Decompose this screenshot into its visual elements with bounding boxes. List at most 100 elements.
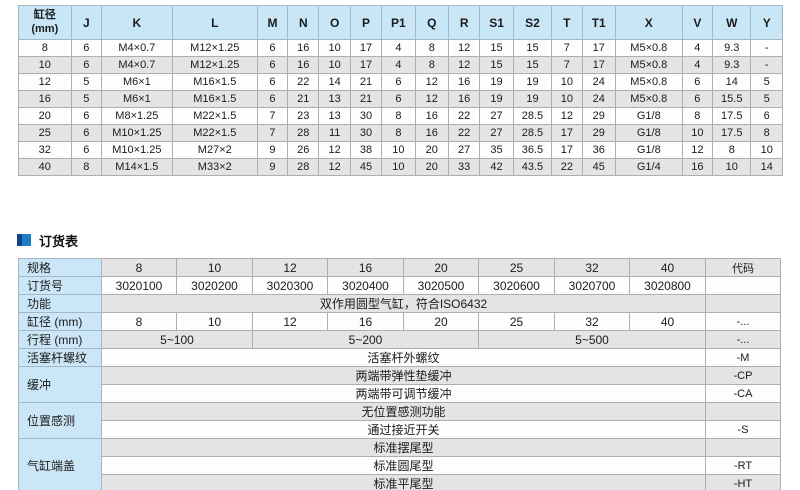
dim-cell: 8	[70, 158, 102, 176]
dim-cell: 19	[512, 90, 553, 108]
dim-cell: 43.5	[512, 158, 553, 176]
dim-cell: 15	[479, 56, 514, 74]
dim-cell: 10	[18, 56, 72, 74]
dim-cell: 16	[447, 73, 481, 91]
dim-cell: 27	[479, 107, 514, 125]
order-code-cell: -...	[705, 330, 781, 349]
dim-cell: 8	[750, 124, 783, 142]
dim-cell: G1/8	[614, 107, 683, 125]
dim-cell: 20	[18, 107, 72, 125]
order-cell: 8	[101, 258, 177, 277]
dim-header-cell: V	[681, 5, 714, 40]
dim-cell: 15	[512, 39, 553, 57]
dim-cell: G1/8	[614, 124, 683, 142]
dim-cell: 10	[750, 141, 783, 159]
dim-data-row: 32 6 M10×1.25 M27×2 9 26 12 38 10 20 27 35 36.5 17 36 G…	[18, 141, 783, 159]
order-cell: 活塞杆外螺纹	[101, 348, 706, 367]
dim-cell: 6	[381, 90, 416, 108]
order-cell: 10	[176, 312, 253, 331]
dim-cell: 33	[447, 158, 481, 176]
order-row-label: 规格	[18, 258, 102, 277]
dim-cell: M4×0.7	[100, 39, 173, 57]
dim-header-cell: T1	[581, 5, 616, 40]
dim-cell: 10	[318, 39, 351, 57]
dim-cell: 36.5	[512, 141, 553, 159]
dim-cell: 12	[681, 141, 714, 159]
order-row-label: 缓冲	[18, 366, 102, 403]
dim-cell: 6	[681, 90, 714, 108]
order-code-cell: -M	[705, 348, 781, 367]
dim-cell: 6	[256, 56, 289, 74]
dim-cell: 22	[447, 124, 481, 142]
dim-cell: 5	[750, 90, 783, 108]
dim-header-cell: R	[447, 5, 481, 40]
order-cell: 12	[252, 312, 328, 331]
dim-header-cell: P1	[381, 5, 416, 40]
order-cell: 标准摆尾型	[101, 438, 706, 457]
dim-cell: 30	[349, 124, 383, 142]
order-code-cell: -RT	[705, 456, 781, 475]
dim-cell: 36	[581, 141, 616, 159]
dim-cell: 45	[581, 158, 616, 176]
dim-cell: 29	[581, 124, 616, 142]
dim-cell: 5	[70, 90, 102, 108]
dim-cell: 6	[70, 141, 102, 159]
order-cell: 标准圆尾型	[101, 456, 706, 475]
dim-data-row: 10 6 M4×0.7 M12×1.25 6 16 10 17 4 8 12 15 15 7 17 M5×0.…	[18, 56, 783, 74]
dim-header-cell: S1	[479, 5, 514, 40]
dim-cell: G1/8	[614, 141, 683, 159]
section-title: 订货表	[39, 233, 79, 249]
order-row: 缸径 (mm) 8 10 12 16 20 25 32 40 -...	[18, 312, 781, 331]
dim-cell: 4	[381, 39, 416, 57]
dim-cell: M33×2	[171, 158, 258, 176]
order-cell: 8	[101, 312, 177, 331]
dim-cell: M5×0.8	[614, 73, 683, 91]
order-cell: 3020700	[554, 276, 630, 295]
dim-cell: 25	[18, 124, 72, 142]
dim-header-row: 缸径 (mm) J K L M N O P P1 Q R S1 S2 T T1 X V W Y	[18, 5, 783, 40]
dim-cell: M5×0.8	[614, 39, 683, 57]
order-row-label: 气缸端盖	[18, 438, 102, 490]
order-cell: 3020200	[176, 276, 253, 295]
dim-cell: G1/4	[614, 158, 683, 176]
dim-cell: 17	[581, 56, 616, 74]
dim-cell: 16	[287, 39, 320, 57]
dim-header-cell: W	[712, 5, 752, 40]
dim-header-cell: X	[614, 5, 683, 40]
dim-cell: 19	[512, 73, 553, 91]
order-cell: 3020300	[252, 276, 328, 295]
dim-cell: M12×1.25	[171, 39, 258, 57]
order-cell: 标准平尾型	[101, 474, 706, 490]
order-code-cell: -S	[705, 420, 781, 439]
dim-cell: 9	[256, 141, 289, 159]
dim-cell: 22	[551, 158, 583, 176]
dim-cell: 17.5	[712, 124, 752, 142]
order-row: 订货号 3020100 3020200 3020300 3020400 3020500 30…	[18, 276, 781, 295]
dim-cell: 10	[381, 158, 416, 176]
order-cell: 5~100	[101, 330, 253, 349]
dim-cell: 13	[318, 107, 351, 125]
dim-cell: M12×1.25	[171, 56, 258, 74]
dim-cell: 28.5	[512, 107, 553, 125]
dim-cell: 16	[414, 124, 449, 142]
order-cell: 16	[327, 312, 404, 331]
order-code-cell	[705, 276, 781, 295]
order-cell: 32	[554, 258, 630, 277]
dim-cell: 16	[447, 90, 481, 108]
order-code-cell	[705, 294, 781, 313]
order-cell: 3020500	[403, 276, 479, 295]
order-section-heading: 订货表	[17, 232, 79, 249]
order-table-body: 规格 8 10 12 16 20 25 32 40 代码 订货号 3020100 3020200 3020…	[18, 258, 781, 490]
dim-cell: 8	[18, 39, 72, 57]
dim-cell: 16	[414, 107, 449, 125]
dim-cell: 7	[551, 56, 583, 74]
dim-cell: 10	[681, 124, 714, 142]
dim-header-cell: M	[256, 5, 289, 40]
dim-cell: 9	[256, 158, 289, 176]
dimensions-table-head: 缸径 (mm) J K L M N O P P1 Q R S1 S2 T T1 X V W Y	[18, 5, 783, 40]
order-cell: 无位置感测功能	[101, 402, 706, 421]
dim-header-cell: J	[70, 5, 102, 40]
order-code-cell: 代码	[705, 258, 781, 277]
dim-cell: 17	[581, 39, 616, 57]
dim-header-cell: 缸径 (mm)	[18, 5, 72, 40]
